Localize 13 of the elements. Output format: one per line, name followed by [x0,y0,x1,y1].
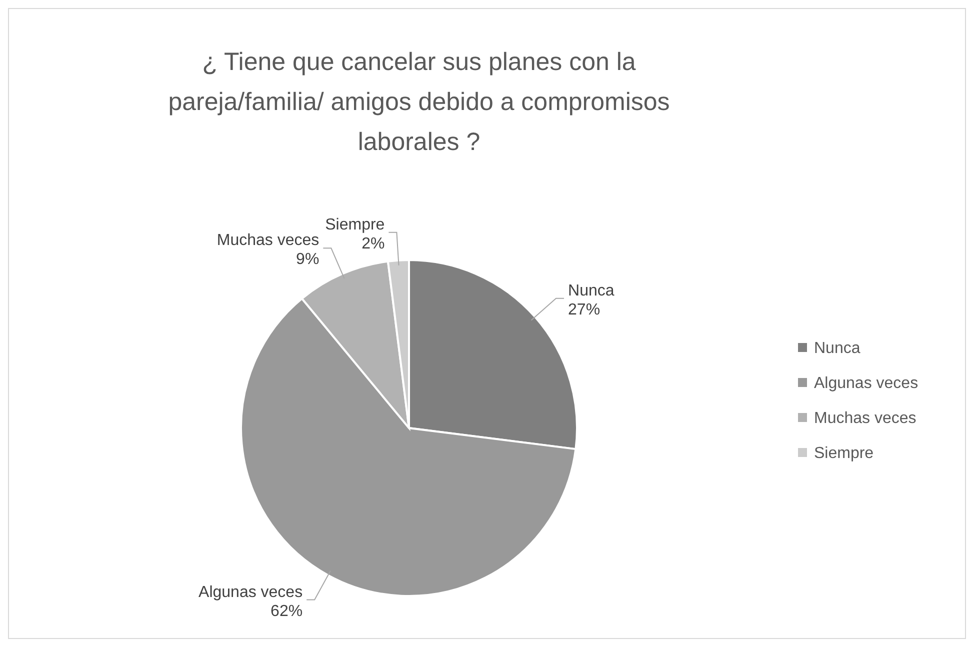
slice-label: Siempre [325,216,385,234]
slice-label: Nunca [568,282,614,300]
data-label: 27% [568,301,600,318]
data-label: 62% [270,602,303,620]
legend-label: Siempre [814,445,874,462]
legend-label: Nunca [814,340,860,357]
chart-title: ¿ Tiene que cancelar sus planes con la pareja/familia/ amigos debido a compromisos laborales ? [168,48,670,156]
slice-label: Muchas veces [216,232,320,250]
data-label: 2% [362,235,385,252]
data-label: 9% [296,251,320,268]
legend-label: Muchas veces [814,410,916,427]
slice-label: Algunas veces [198,584,303,601]
legend-label: Algunas veces [814,375,918,392]
